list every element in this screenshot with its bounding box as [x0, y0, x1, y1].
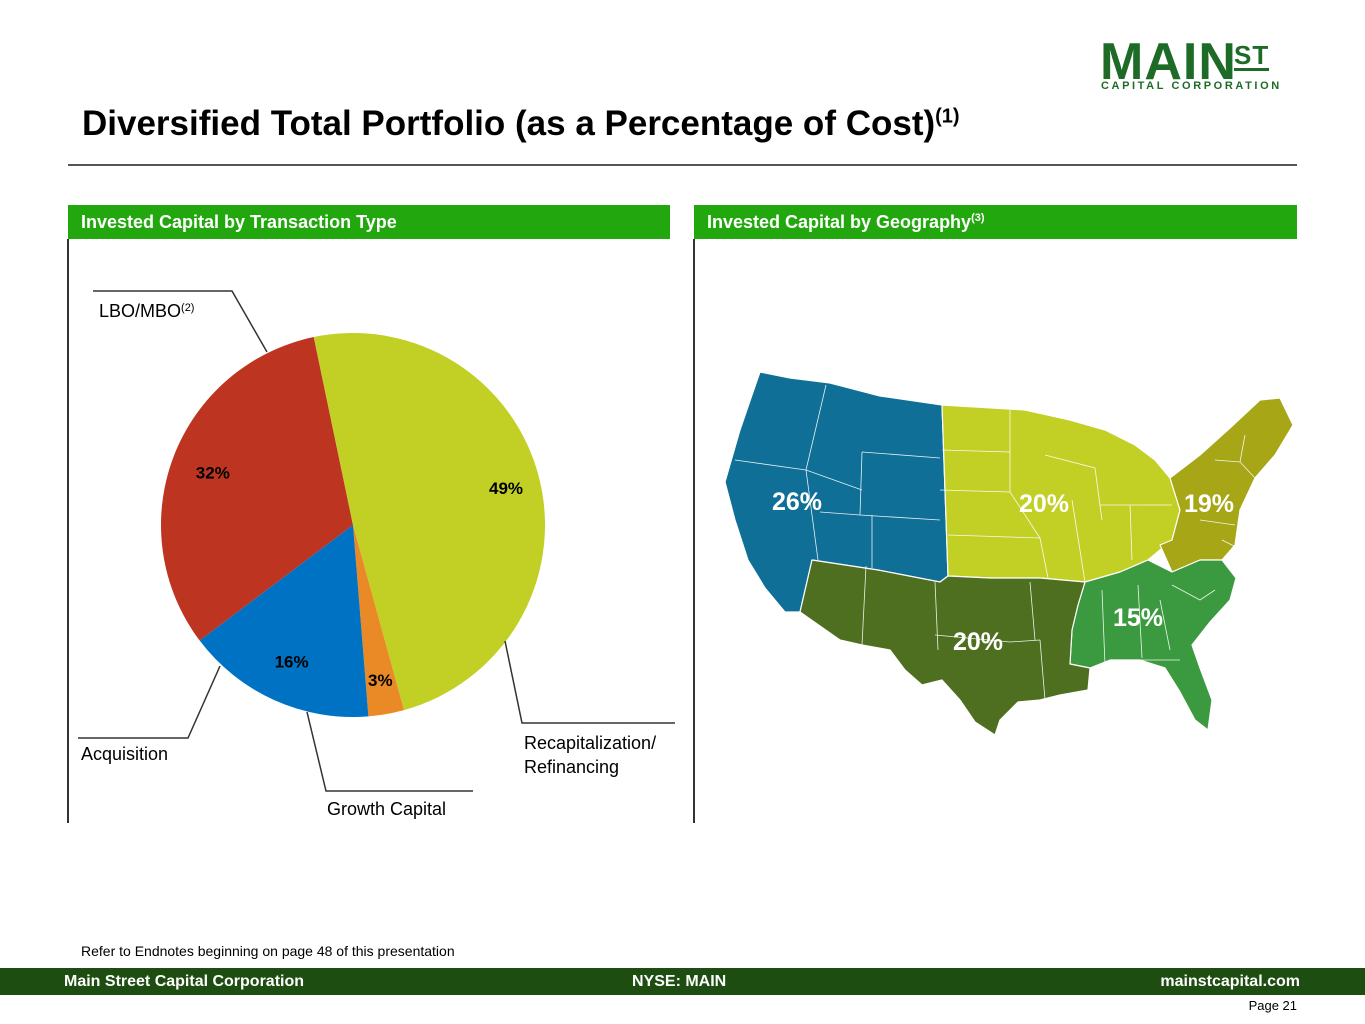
category-label-recap-line1: Recapitalization/ [524, 733, 656, 753]
footer-company: Main Street Capital Corporation [64, 973, 305, 990]
pie-slice-recap [313, 332, 546, 711]
map-region-southeast [1069, 559, 1237, 731]
footer-ticker: NYSE: MAIN [632, 973, 727, 990]
us-region-map: 26% 20% 19% 15% 20% [724, 371, 1294, 736]
map-region-northeast [1159, 397, 1294, 573]
pie-value-label-recap: 49% [489, 479, 523, 498]
region-label-northeast: 19% [1184, 490, 1234, 518]
leader-line-lbo [93, 290, 268, 353]
transaction-type-header: Invested Capital by Transaction Type [68, 205, 670, 239]
state-lines-southeast [1101, 584, 1216, 666]
region-label-midwest: 20% [1019, 490, 1069, 518]
category-label-recap: Recapitalization/Refinancing [524, 733, 656, 777]
page-title: Diversified Total Portfolio (as a Percen… [82, 100, 960, 148]
footer-bar [0, 968, 1365, 995]
pie-slice-lbo [161, 337, 353, 641]
footer-website-link[interactable]: mainstcapital.com [1160, 973, 1300, 990]
category-label-lbo-footnote: (2) [181, 302, 194, 314]
region-label-southwest: 20% [953, 628, 1003, 656]
state-lines-west [734, 384, 941, 568]
endnote-text: Refer to Endnotes beginning on page 48 o… [81, 943, 455, 959]
region-label-west: 26% [772, 488, 822, 516]
state-lines-northeast [1199, 434, 1256, 549]
leader-line-recap [504, 640, 675, 724]
map-region-southwest [799, 559, 1091, 736]
transaction-type-pie-chart: 32% 49% 3% 16% LBO/MBO(2) Recapitalization/… [78, 290, 675, 819]
logo-st-text: ST [1234, 40, 1270, 71]
category-label-growth: Growth Capital [327, 799, 446, 819]
leader-line-growth [306, 711, 473, 792]
pie-slice-acquisition [199, 525, 369, 717]
left-panel-border [67, 239, 69, 823]
title-divider [68, 164, 1297, 166]
logo-main-text: MAIN [1100, 33, 1237, 91]
category-label-acquisition: Acquisition [81, 744, 168, 764]
region-label-southeast: 15% [1113, 604, 1163, 632]
logo-subtitle: CAPITAL CORPORATION [1101, 80, 1282, 92]
state-lines-southwest [861, 565, 1046, 701]
pie-value-label-growth: 3% [368, 671, 393, 690]
state-lines-midwest [939, 410, 1172, 583]
category-label-lbo-text: LBO/MBO [99, 301, 181, 321]
pie-slice-growth [353, 525, 404, 717]
geography-header-text: Invested Capital by Geography [707, 212, 972, 232]
page-number: Page 21 [1248, 998, 1297, 1013]
transaction-type-header-text: Invested Capital by Transaction Type [81, 212, 397, 232]
right-panel-border [693, 239, 695, 823]
category-label-recap-line2: Refinancing [524, 757, 619, 777]
geography-header: Invested Capital by Geography(3) [694, 205, 1297, 239]
page-title-footnote: (1) [935, 105, 960, 128]
pie-value-label-lbo: 32% [196, 463, 230, 482]
page-title-text: Diversified Total Portfolio (as a Percen… [82, 104, 936, 143]
category-label-lbo: LBO/MBO(2) [99, 301, 194, 321]
geography-header-footnote: (3) [971, 212, 985, 224]
leader-line-acquisition [78, 665, 221, 739]
pie-value-label-acquisition: 16% [275, 653, 309, 672]
